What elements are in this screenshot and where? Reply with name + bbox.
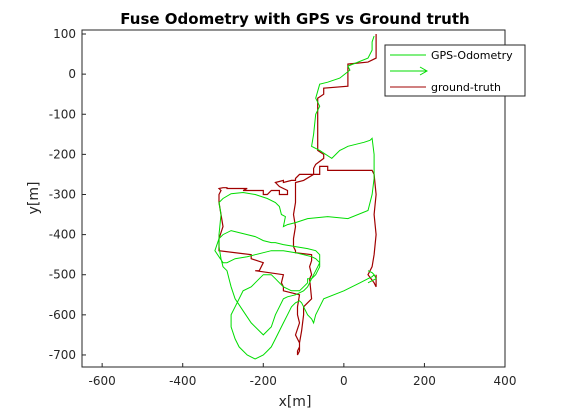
y-tick-label: -100 (49, 107, 76, 121)
y-tick-label: -300 (49, 187, 76, 201)
x-tick-label: 400 (494, 374, 517, 388)
series-line-gps-odometry (214, 35, 377, 360)
y-tick-label: -200 (49, 147, 76, 161)
y-tick-label: 0 (68, 67, 76, 81)
legend: GPS-Odometry ground-truth (384, 44, 526, 97)
x-tick-label: -200 (250, 374, 277, 388)
legend-arrow-icon (419, 66, 429, 76)
series-line-ground-truth (217, 34, 377, 356)
chart-title: Fuse Odometry with GPS vs Ground truth (120, 10, 469, 28)
y-tick-label: 100 (53, 27, 76, 41)
tick-group: -600 -400 -200 0 200 400 100 0 -100 -200 -300 -400 -… (49, 27, 517, 388)
y-tick-label: -600 (49, 308, 76, 322)
x-tick-label: -400 (169, 374, 196, 388)
legend-label-gps-odometry: GPS-Odometry (431, 49, 513, 62)
series-layer (214, 34, 377, 360)
x-tick-label: 200 (413, 374, 436, 388)
y-tick-label: -700 (49, 348, 76, 362)
x-axis-label: x[m] (279, 394, 312, 410)
x-tick-label: 0 (340, 374, 348, 388)
y-tick-label: -500 (49, 268, 76, 282)
y-axis-label: y[m] (26, 182, 42, 215)
x-tick-label: -600 (89, 374, 116, 388)
y-tick-label: -400 (49, 228, 76, 242)
legend-label-ground-truth: ground-truth (431, 81, 501, 94)
